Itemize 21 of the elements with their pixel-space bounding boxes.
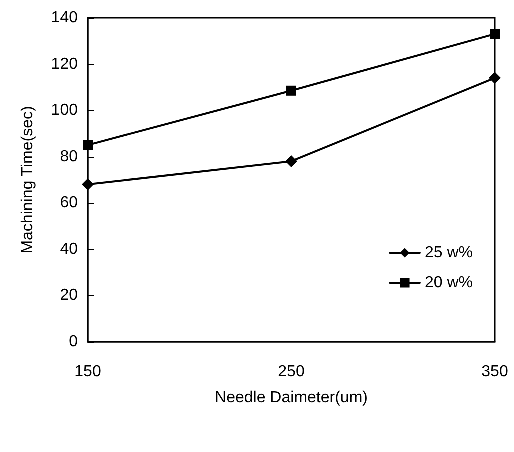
point <box>489 72 501 84</box>
point <box>82 178 94 191</box>
y-axis-title: Machining Time(sec) <box>20 106 36 254</box>
y-tick-label: 0 <box>69 334 78 350</box>
point <box>83 140 93 150</box>
x-tick-label: 150 <box>74 364 102 380</box>
y-tick-label: 80 <box>60 148 78 166</box>
y-tick-label: 140 <box>51 10 78 26</box>
y-tick-label: 100 <box>51 102 78 120</box>
y-tick-label: 60 <box>60 194 78 212</box>
point <box>490 29 500 40</box>
legend-label: 20 w% <box>424 274 474 292</box>
point <box>286 155 298 168</box>
legend-label: 25 w% <box>424 244 474 262</box>
y-tick-label: 120 <box>51 56 78 73</box>
x-tick-label: 250 <box>278 364 305 380</box>
point <box>286 86 296 96</box>
x-tick-label: 350 <box>482 364 508 380</box>
x-axis-title: Needle Daimeter(um) <box>215 390 368 406</box>
y-tick-label: 40 <box>60 240 78 258</box>
y-tick-label: 20 <box>60 287 78 304</box>
